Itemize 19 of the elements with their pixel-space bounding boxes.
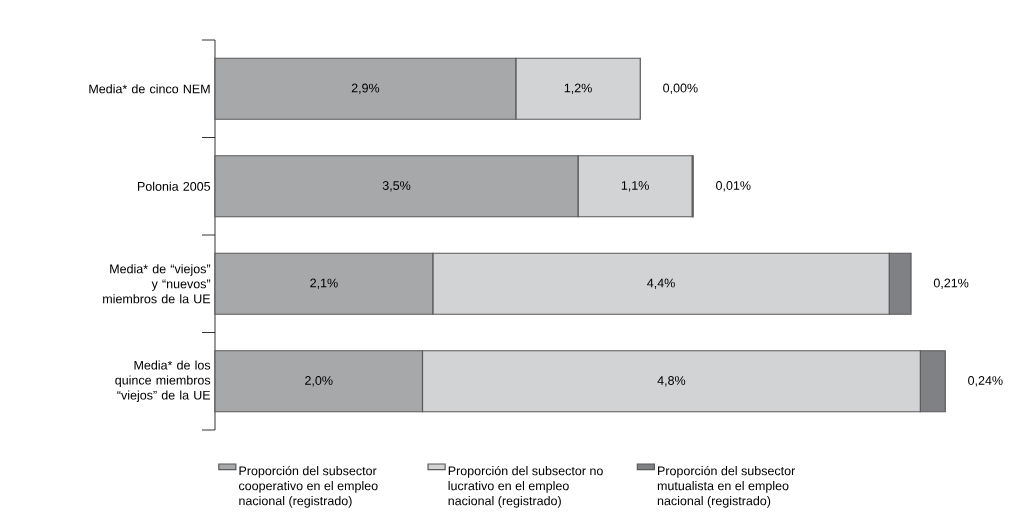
y-tick-label: Polonia 2005	[137, 181, 211, 191]
data-label: 0,01%	[716, 181, 751, 192]
data-label: 2,9%	[351, 83, 380, 94]
y-tick-label: Media* de cinco NEM	[89, 84, 210, 94]
data-label: 0,00%	[663, 83, 698, 94]
legend-label: Proporción del subsector no lucrativo en el empleo nacional (registrado)	[448, 465, 603, 508]
data-label: 1,1%	[621, 181, 649, 192]
legend-label: Proporción del subsector mutualista en el empleo nacional (registrado)	[657, 465, 796, 508]
y-tick-label: Media* de los quince miembros “viejos” de la UE	[115, 360, 211, 403]
data-label: 0,24%	[968, 376, 1003, 387]
y-tick-label: Media* de “viejos” y “nuevos” miembros de la UE	[103, 264, 211, 304]
data-label: 0,21%	[933, 278, 969, 289]
data-label: 4,8%	[657, 376, 686, 387]
data-label: 2,0%	[305, 376, 333, 387]
legend-label: Proporción del subsector cooperativo en el empleo nacional (registrado)	[239, 465, 378, 508]
data-label: 4,4%	[647, 278, 675, 289]
data-label: 1,2%	[564, 83, 592, 94]
data-label: 2,1%	[310, 278, 338, 289]
data-label: 3,5%	[382, 181, 411, 192]
